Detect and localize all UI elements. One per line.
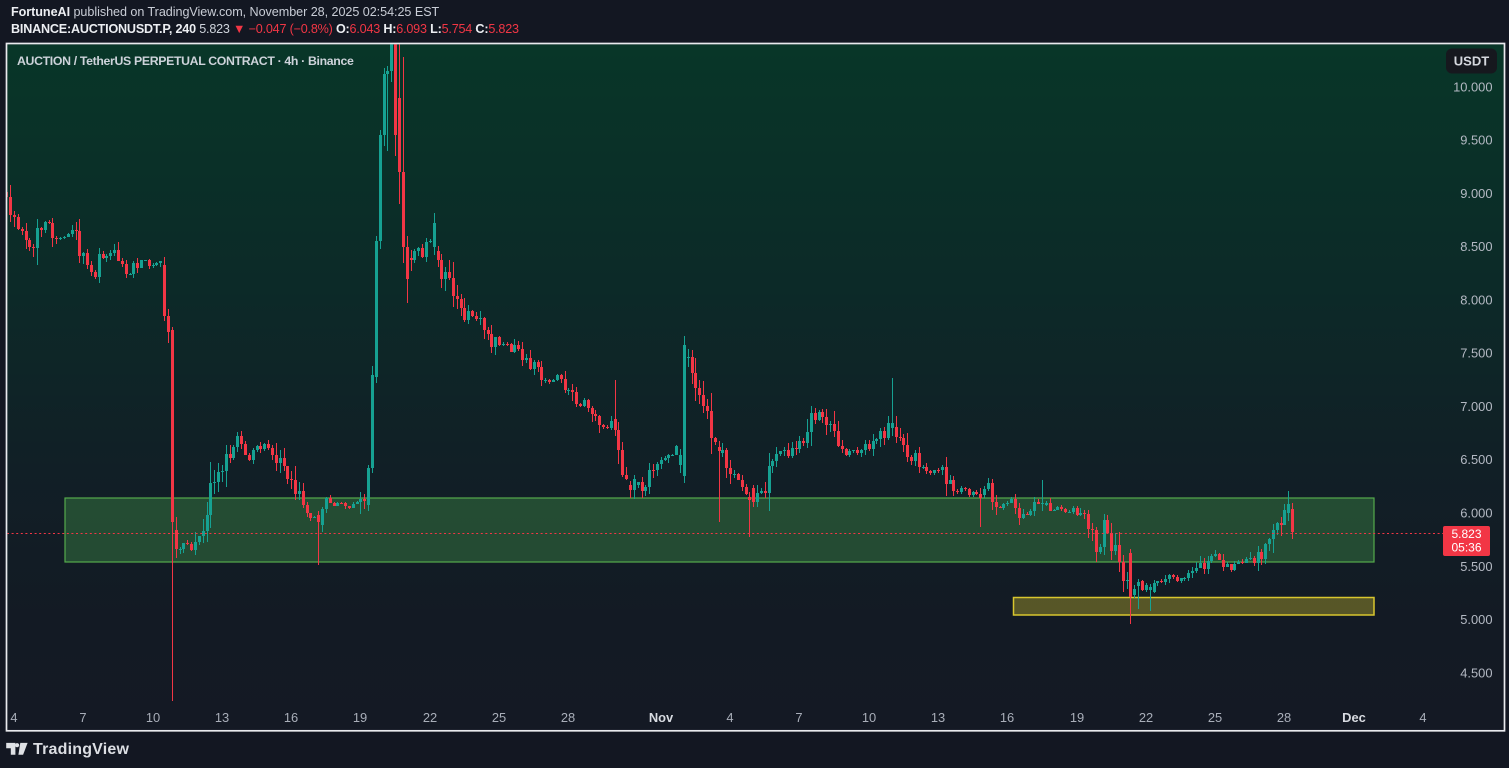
svg-text:13: 13 [215,710,229,725]
svg-text:8.500: 8.500 [1460,239,1492,254]
svg-text:5.000: 5.000 [1460,612,1492,627]
svg-text:5.500: 5.500 [1460,559,1492,574]
svg-text:28: 28 [1277,710,1291,725]
svg-text:05:36: 05:36 [1451,541,1481,555]
svg-text:22: 22 [1139,710,1153,725]
svg-text:6.500: 6.500 [1460,452,1492,467]
svg-text:USDT: USDT [1454,54,1489,69]
svg-text:Nov: Nov [649,710,674,725]
svg-text:5.823: 5.823 [1451,527,1481,541]
svg-text:28: 28 [561,710,575,725]
svg-text:7: 7 [79,710,86,725]
svg-text:9.500: 9.500 [1460,133,1492,148]
svg-text:10: 10 [146,710,160,725]
svg-text:19: 19 [353,710,367,725]
svg-text:8.000: 8.000 [1460,292,1492,307]
svg-text:7.000: 7.000 [1460,399,1492,414]
svg-text:4: 4 [1419,710,1426,725]
svg-text:6.000: 6.000 [1460,506,1492,521]
svg-text:16: 16 [1000,710,1014,725]
svg-text:9.000: 9.000 [1460,186,1492,201]
svg-text:13: 13 [931,710,945,725]
svg-text:25: 25 [1208,710,1222,725]
svg-text:19: 19 [1070,710,1084,725]
svg-text:4: 4 [726,710,733,725]
svg-text:4: 4 [10,710,17,725]
svg-text:10: 10 [862,710,876,725]
svg-text:22: 22 [423,710,437,725]
svg-text:10.000: 10.000 [1453,79,1492,94]
svg-text:AUCTION / TetherUS PERPETUAL C: AUCTION / TetherUS PERPETUAL CONTRACT · … [17,54,354,68]
svg-text:4.500: 4.500 [1460,665,1492,680]
svg-text:7.500: 7.500 [1460,346,1492,361]
svg-text:Dec: Dec [1342,710,1366,725]
svg-text:7: 7 [795,710,802,725]
svg-text:25: 25 [492,710,506,725]
svg-text:16: 16 [284,710,298,725]
